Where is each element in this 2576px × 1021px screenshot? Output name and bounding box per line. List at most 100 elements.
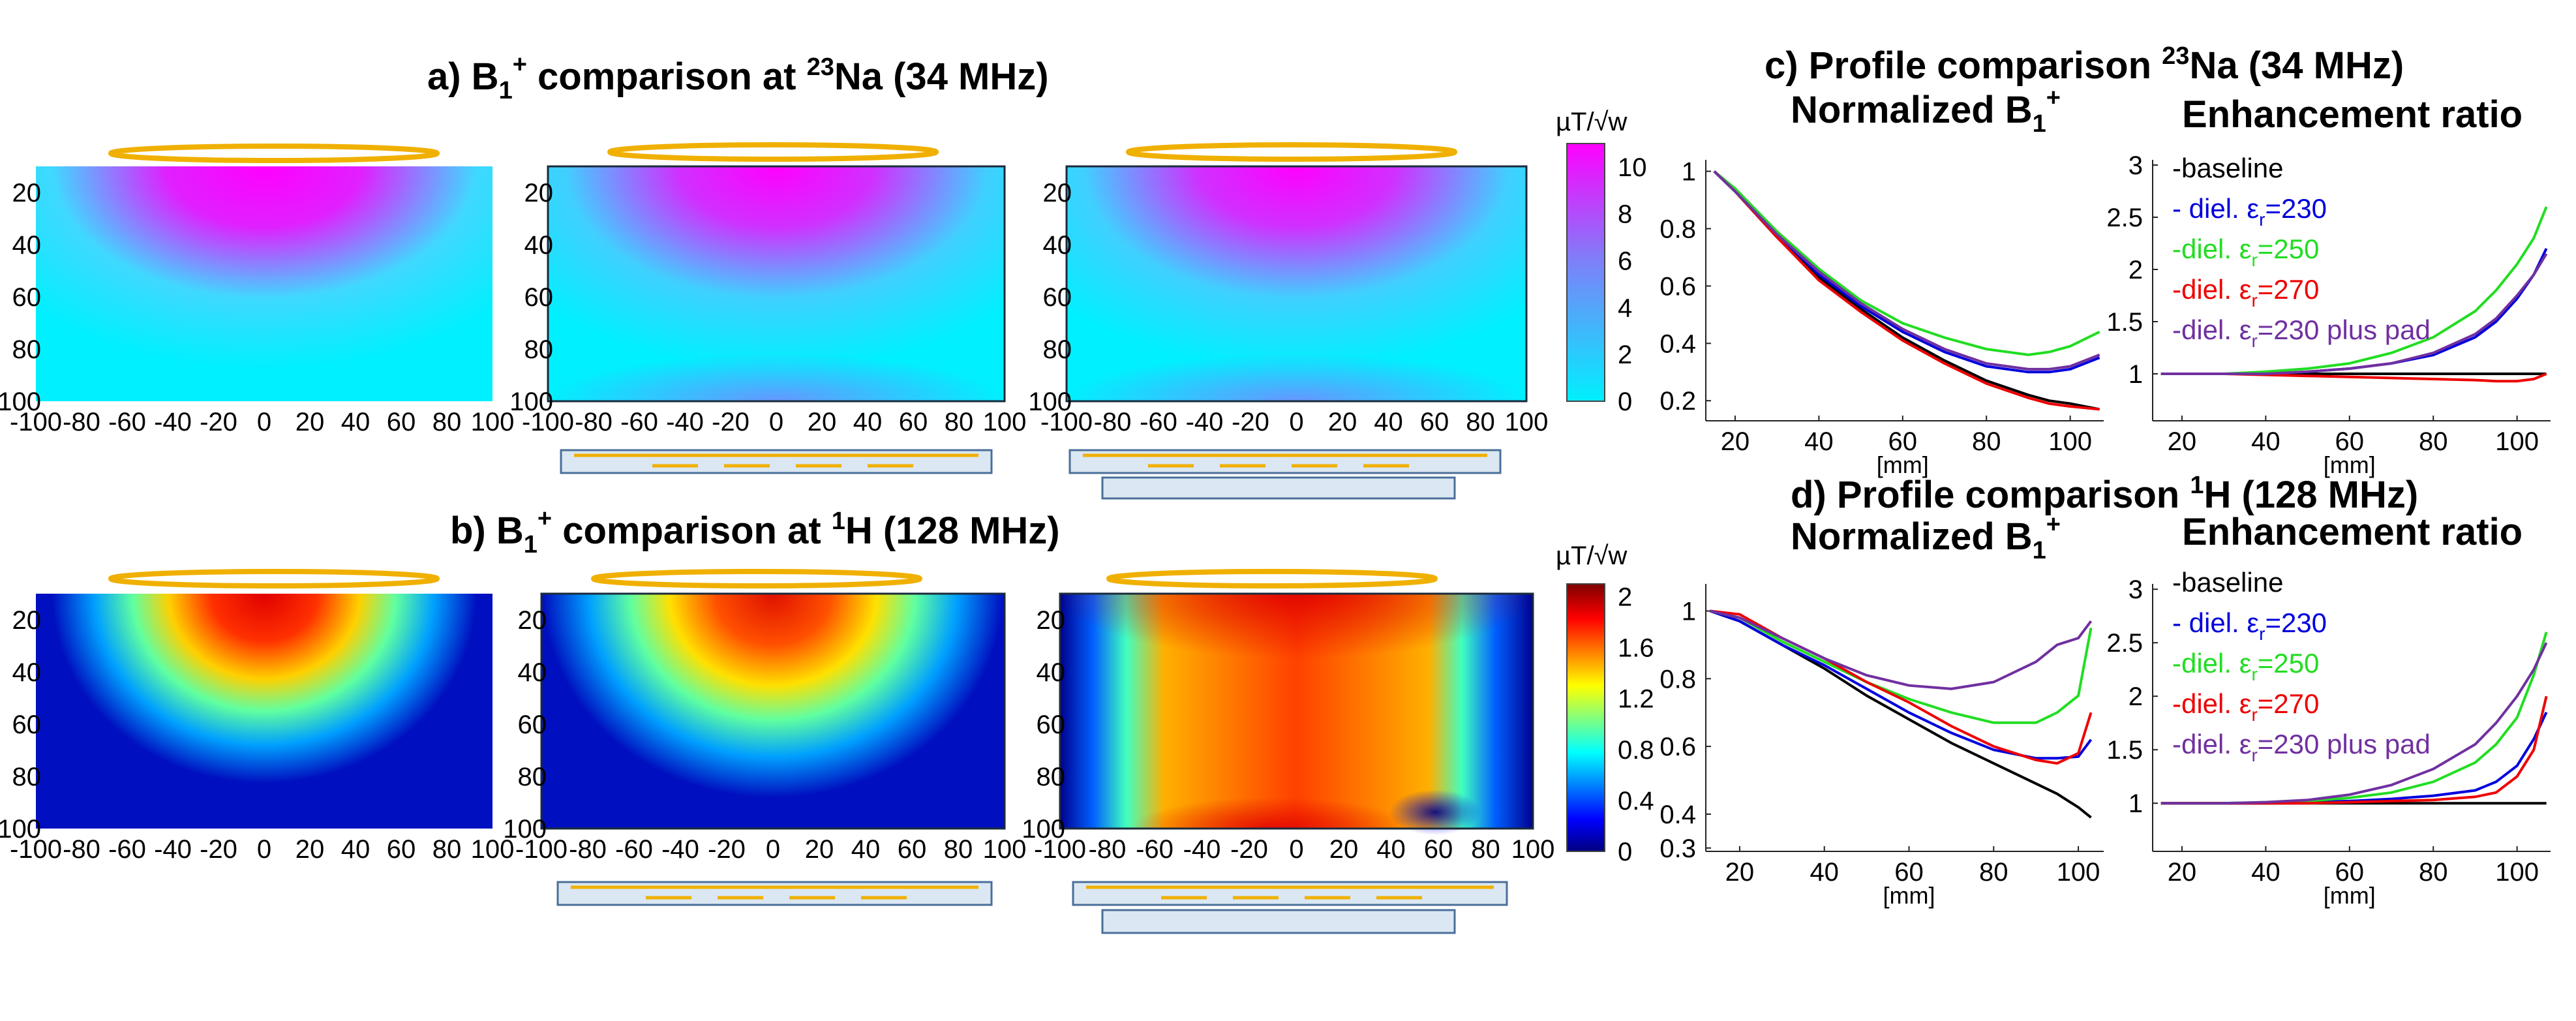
colorbar-a-ticks: 10 8 6 4 2 0 <box>1618 153 1647 416</box>
panel-b-title: b) B1+ comparison at 1H (128 MHz) <box>450 505 1060 558</box>
x-tick-label: 60 <box>1888 427 1918 456</box>
dielectric-pad-icon <box>560 449 993 474</box>
x-tick-label: -60 <box>620 408 658 436</box>
y-tick-label: 80 <box>12 763 42 791</box>
dielectric-pad-icon <box>1068 449 1502 474</box>
x-tick-label: 60 <box>2335 427 2365 456</box>
coil-icon <box>1106 569 1438 588</box>
heatmap-a1 <box>36 166 492 401</box>
pad-schematics <box>556 449 1508 934</box>
y-tick-label: 3 <box>2129 151 2143 180</box>
y-tick-label: 40 <box>524 231 554 260</box>
y-tick-label: 20 <box>524 179 554 207</box>
series-line <box>1709 609 2092 819</box>
x-tick-label: 20 <box>2168 427 2197 456</box>
y-tick-label: 40 <box>1037 658 1066 687</box>
x-tick-label: -60 <box>1140 408 1177 436</box>
x-tick-label: 80 <box>2419 858 2448 887</box>
x-tick-label: -100 <box>10 408 62 436</box>
x-tick-label: 80 <box>1471 835 1500 864</box>
x-tick-label: 0 <box>769 408 783 436</box>
y-tick-label: 60 <box>518 710 547 739</box>
x-tick-label: 80 <box>2419 427 2448 456</box>
x-tick-label: -20 <box>1230 835 1268 864</box>
x-tick-label: 100 <box>1505 408 1549 436</box>
colorbar-tick-label: 2 <box>1618 341 1632 369</box>
colorbar-tick-label: 2 <box>1618 583 1632 612</box>
x-tick-label: -20 <box>708 835 746 864</box>
x-tick-label: 20 <box>1725 858 1755 887</box>
y-tick-label: 2 <box>2129 682 2143 711</box>
dielectric-pad-icon <box>556 881 993 906</box>
y-tick-label: 80 <box>518 763 547 791</box>
y-tick-label: 20 <box>1043 179 1072 207</box>
x-tick-label: 60 <box>387 408 416 436</box>
coil-icon <box>108 144 440 163</box>
y-tick-label: 100 <box>0 388 41 416</box>
series-line <box>2160 642 2548 805</box>
heatmap-b2 <box>540 592 1006 830</box>
legend-entry: -baseline <box>2172 567 2283 598</box>
legend-d: -baseline - diel. εr=230 -diel. εr=250 -die… <box>2172 567 2431 765</box>
colorbar-a <box>1566 143 1605 402</box>
x-tick-label: -40 <box>666 408 704 436</box>
coil-icon <box>591 569 922 588</box>
legend-entry: - diel. εr=230 <box>2172 607 2327 644</box>
y-tick-label: 20 <box>12 606 42 635</box>
legend-entry: -diel. εr=270 <box>2172 274 2319 311</box>
x-tick-label: 80 <box>944 835 973 864</box>
x-tick-label: -40 <box>661 835 699 864</box>
colorbar-tick-label: 0.8 <box>1618 736 1654 765</box>
series-line <box>1709 609 2093 760</box>
heatmap-b1 <box>36 594 492 829</box>
x-tick-label: 20 <box>1721 427 1750 456</box>
x-tick-label: 80 <box>432 835 462 864</box>
coil-icons <box>108 142 1457 588</box>
x-tick-label: 0 <box>1289 408 1303 436</box>
series-line <box>1710 609 2093 724</box>
colorbar-tick-label: 1.2 <box>1618 685 1654 714</box>
d-enhancement-label: Enhancement ratio <box>2182 511 2523 553</box>
x-tick-label: 0 <box>257 408 271 436</box>
x-tick-label: 60 <box>2335 858 2365 887</box>
x-tick-label: 20 <box>805 835 834 864</box>
x-tick-label: -80 <box>63 408 100 436</box>
x-tick-label: -40 <box>1186 408 1224 436</box>
colorbar-tick-label: 0 <box>1618 838 1632 866</box>
colorbar-b-unit: µT/√w <box>1556 541 1628 570</box>
colorbar-tick-label: 0.4 <box>1618 787 1654 815</box>
y-tick-label: 80 <box>524 335 554 364</box>
x-tick-label: -40 <box>1183 835 1221 864</box>
x-tick-label: -80 <box>575 408 613 436</box>
line-chart-d1: 20 40 60 80 100 1 0.8 0.6 0.4 0.3 [mm] <box>1659 584 2104 909</box>
series-line <box>2160 252 2548 375</box>
x-tick-label: -40 <box>154 835 192 864</box>
x-tick-label: -20 <box>200 835 237 864</box>
colorbar-tick-label: 10 <box>1618 153 1647 182</box>
x-tick-label: -80 <box>569 835 607 864</box>
x-tick-label: -80 <box>63 835 100 864</box>
x-tick-label: 60 <box>1420 408 1449 436</box>
y-tick-label: 80 <box>1043 335 1072 364</box>
x-tick-label: 40 <box>1804 427 1834 456</box>
x-tick-label: 20 <box>1328 408 1357 436</box>
heatmap-a2 <box>547 165 1006 403</box>
y-tick-label: 60 <box>12 710 42 739</box>
x-tick-label: -60 <box>108 408 146 436</box>
dielectric-pad-icon <box>1072 881 1508 906</box>
x-tick-label: -20 <box>200 408 237 436</box>
coil-icon <box>108 569 440 588</box>
y-tick-label: 0.8 <box>1659 665 1696 693</box>
coil-icon <box>607 142 939 162</box>
x-tick-label: -60 <box>615 835 653 864</box>
x-tick-label: -20 <box>1232 408 1269 436</box>
series-line <box>2160 248 2548 375</box>
x-tick-label: 40 <box>2251 427 2281 456</box>
y-tick-label: 100 <box>0 815 41 844</box>
y-tick-label: 100 <box>1028 388 1072 416</box>
colorbar-tick-label: 8 <box>1618 200 1632 229</box>
legend-entry: -diel. εr=230 plus pad <box>2172 314 2431 351</box>
y-tick-label: 0.6 <box>1659 733 1696 761</box>
y-tick-label: 2 <box>2129 256 2143 284</box>
y-tick-label: 20 <box>518 606 547 635</box>
